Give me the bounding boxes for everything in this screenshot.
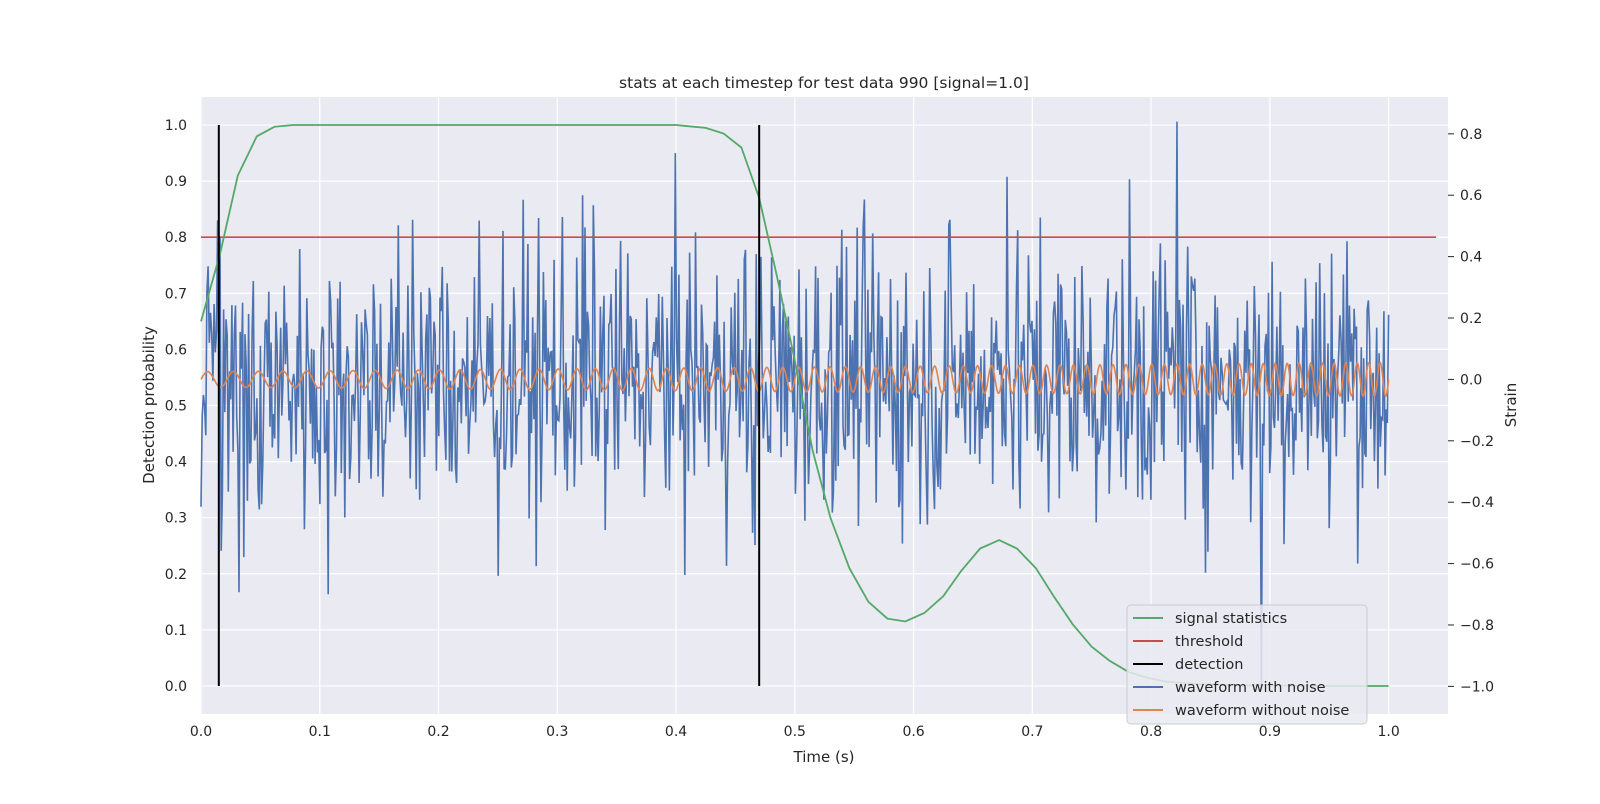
y2-axis-label: Strain xyxy=(1502,383,1520,427)
x-tick-label: 0.6 xyxy=(902,724,924,740)
x-tick-label: 0.2 xyxy=(427,724,449,740)
y2-tick-label: −0.4 xyxy=(1460,495,1494,511)
y2-tick-label: −0.2 xyxy=(1460,434,1494,450)
x-tick-label: 0.3 xyxy=(546,724,568,740)
chart-title: stats at each timestep for test data 990… xyxy=(619,74,1029,92)
x-axis-label: Time (s) xyxy=(793,748,855,766)
x-tick-label: 0.8 xyxy=(1140,724,1162,740)
legend: signal statistics threshold detection wa… xyxy=(1126,604,1368,725)
y2-tick-label: 0.4 xyxy=(1460,250,1482,266)
y-tick-label: 0.3 xyxy=(165,511,187,527)
y-tick-label: 0.1 xyxy=(165,623,187,639)
x-tick-label: 0.5 xyxy=(784,724,806,740)
y-tick-label: 0.5 xyxy=(165,399,187,415)
y-tick-label: 0.0 xyxy=(165,679,187,695)
clean-waveform-line xyxy=(200,361,1390,398)
x-tick-label: 0.0 xyxy=(190,724,212,740)
legend-label-clean: waveform without noise xyxy=(1175,703,1349,719)
x-tick-label: 0.7 xyxy=(1021,724,1043,740)
y-tick-label: 0.7 xyxy=(165,286,187,302)
x-tick-label: 0.1 xyxy=(309,724,331,740)
x-tick-label: 1.0 xyxy=(1377,724,1399,740)
noisy-waveform-line xyxy=(200,121,1390,687)
y-tick-label: 0.6 xyxy=(165,342,187,358)
legend-box xyxy=(1126,604,1368,725)
legend-label-detection: detection xyxy=(1175,657,1243,673)
y2-tick-label: −1.0 xyxy=(1460,679,1494,695)
legend-label-signal: signal statistics xyxy=(1175,611,1287,627)
y-tick-label: 0.4 xyxy=(165,455,187,471)
x-tick-label: 0.4 xyxy=(665,724,687,740)
y2-tick-label: 0.0 xyxy=(1460,372,1482,388)
legend-label-threshold: threshold xyxy=(1175,634,1243,650)
tick-labels: 0.0 0.1 0.2 0.3 0.4 0.5 0.6 0.7 0.8 0.9 1.0 0.0 0.1 0… xyxy=(165,118,1494,740)
y2-tick-label: 0.6 xyxy=(1460,188,1482,204)
y2-tick-label: −0.8 xyxy=(1460,618,1494,634)
x-tick-label: 0.9 xyxy=(1259,724,1281,740)
legend-label-noisy: waveform with noise xyxy=(1175,680,1326,696)
y2-tick-label: 0.8 xyxy=(1460,127,1482,143)
y-axis-label: Detection probability xyxy=(140,326,158,484)
y-tick-label: 0.9 xyxy=(165,174,187,190)
y-tick-label: 0.2 xyxy=(165,567,187,583)
y-tick-label: 1.0 xyxy=(165,118,187,134)
y-tick-label: 0.8 xyxy=(165,230,187,246)
y2-tick-label: 0.2 xyxy=(1460,311,1482,327)
y2-tick-label: −0.6 xyxy=(1460,557,1494,573)
